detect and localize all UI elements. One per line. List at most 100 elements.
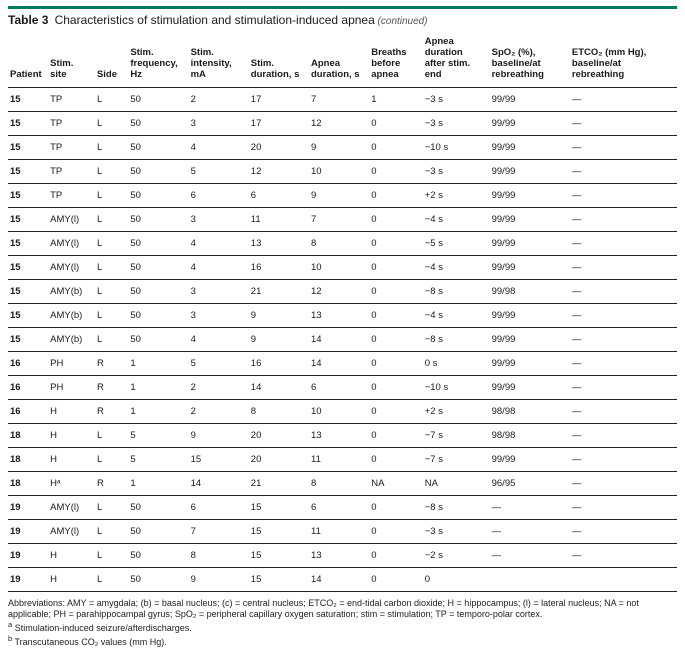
table-row: 15AMY(l)L5031170−4 s99/99—: [8, 207, 677, 231]
table-cell: R: [95, 351, 128, 375]
table-row: 15TPL50512100−3 s99/99—: [8, 159, 677, 183]
table-cell: L: [95, 231, 128, 255]
table-cell: L: [95, 303, 128, 327]
table-cell: 9: [249, 327, 309, 351]
table-row: 15AMY(l)L50416100−4 s99/99—: [8, 255, 677, 279]
table-cell: 19: [8, 567, 48, 591]
footnote-b: b Transcutaneous CO₂ values (mm Hg).: [8, 634, 677, 648]
table-cell: —: [570, 423, 677, 447]
table-cell: R: [95, 375, 128, 399]
table-cell: 5: [189, 159, 249, 183]
table-cell: 98/98: [490, 423, 570, 447]
table-cell: 99/99: [490, 351, 570, 375]
table-cell: 15: [189, 447, 249, 471]
table-cell: 96/95: [490, 471, 570, 495]
table-cell: TP: [48, 135, 95, 159]
table-cell: 99/99: [490, 159, 570, 183]
table-cell: —: [570, 231, 677, 255]
table-cell: —: [570, 87, 677, 111]
table-cell: —: [570, 159, 677, 183]
column-header: Apnea duration after stim. end: [423, 33, 490, 87]
table-cell: 15: [249, 567, 309, 591]
footnote-a-text: Stimulation-induced seizure/afterdischar…: [15, 623, 192, 633]
table-cell: 50: [128, 567, 188, 591]
table-cell: [570, 567, 677, 591]
table-cell: 0: [369, 207, 423, 231]
table-cell: 0: [369, 231, 423, 255]
table-cell: 11: [249, 207, 309, 231]
table-cell: L: [95, 111, 128, 135]
column-header: Stim. frequency, Hz: [128, 33, 188, 87]
column-header: Apnea duration, s: [309, 33, 369, 87]
footnote-a-marker: a: [8, 620, 12, 629]
table-cell: L: [95, 159, 128, 183]
table-cell: 0: [369, 303, 423, 327]
table-cell: 99/99: [490, 255, 570, 279]
table-cell: 8: [189, 543, 249, 567]
table-cell: 99/99: [490, 231, 570, 255]
table-cell: AMY(l): [48, 207, 95, 231]
table-cell: 14: [309, 351, 369, 375]
table-cell: 0 s: [423, 351, 490, 375]
table-cell: 0: [369, 159, 423, 183]
table-cell: −3 s: [423, 111, 490, 135]
table-row: 16PHR15161400 s99/99—: [8, 351, 677, 375]
table-cell: −7 s: [423, 447, 490, 471]
table-cell: 18: [8, 423, 48, 447]
table-cell: TP: [48, 183, 95, 207]
table-cell: 15: [8, 135, 48, 159]
table-cell: 6: [189, 183, 249, 207]
table-row: 15AMY(b)L50321120−8 s99/98—: [8, 279, 677, 303]
table-cell: 4: [189, 327, 249, 351]
table-cell: Hᵃ: [48, 471, 95, 495]
table-cell: TP: [48, 111, 95, 135]
table-cell: —: [570, 351, 677, 375]
table-cell: +2 s: [423, 183, 490, 207]
table-cell: 50: [128, 183, 188, 207]
table-row: 16HR128100+2 s98/98—: [8, 399, 677, 423]
table-cell: L: [95, 183, 128, 207]
table-cell: 3: [189, 279, 249, 303]
table-row: 19HL509151400: [8, 567, 677, 591]
table-cell: 15: [8, 183, 48, 207]
table-cell: 13: [249, 231, 309, 255]
table-cell: 12: [309, 111, 369, 135]
table-cell: −8 s: [423, 327, 490, 351]
table-cell: L: [95, 327, 128, 351]
table-cell: 11: [309, 447, 369, 471]
column-header: SpO₂ (%), baseline/at rebreathing: [490, 33, 570, 87]
table-cell: R: [95, 399, 128, 423]
table-cell: —: [570, 303, 677, 327]
table-continued: (continued): [378, 16, 428, 27]
table-cell: —: [570, 111, 677, 135]
table-cell: 99/99: [490, 183, 570, 207]
table-cell: —: [570, 543, 677, 567]
table-cell: 9: [189, 423, 249, 447]
table-container: Table 3 Characteristics of stimulation a…: [0, 0, 685, 659]
table-cell: NA: [423, 471, 490, 495]
table-row: 19HL50815130−2 s——: [8, 543, 677, 567]
table-cell: 1: [369, 87, 423, 111]
table-row: 15TPL5021771−3 s99/99—: [8, 87, 677, 111]
table-cell: 99/99: [490, 207, 570, 231]
table-row: 19AMY(l)L5061560−8 s——: [8, 495, 677, 519]
table-row: 15TPL50317120−3 s99/99—: [8, 111, 677, 135]
table-cell: 9: [189, 567, 249, 591]
table-cell: 0: [423, 567, 490, 591]
column-header: Stim. duration, s: [249, 33, 309, 87]
table-cell: 1: [128, 399, 188, 423]
table-footer: Abbreviations: AMY = amygdala; (b) = bas…: [8, 598, 677, 649]
table-row: 15AMY(b)L5049140−8 s99/99—: [8, 327, 677, 351]
table-cell: −8 s: [423, 495, 490, 519]
table-cell: −7 s: [423, 423, 490, 447]
table-cell: L: [95, 543, 128, 567]
table-cell: 99/99: [490, 327, 570, 351]
table-cell: 3: [189, 303, 249, 327]
table-cell: 20: [249, 135, 309, 159]
table-row: 18HᵃR114218NANA96/95—: [8, 471, 677, 495]
table-caption: Characteristics of stimulation and stimu…: [51, 13, 375, 27]
table-cell: 0: [369, 255, 423, 279]
table-cell: 17: [249, 111, 309, 135]
table-cell: 11: [309, 519, 369, 543]
table-cell: 99/99: [490, 111, 570, 135]
